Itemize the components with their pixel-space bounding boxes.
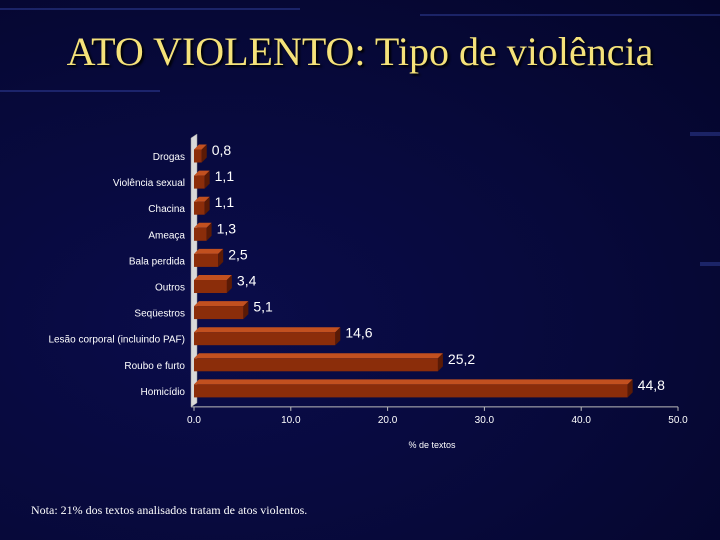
background-streak xyxy=(0,90,160,92)
bar-group: Ameaça 1,3 xyxy=(148,220,236,241)
bar-top-face xyxy=(194,170,210,176)
bar-group: Drogas 0,8 xyxy=(153,142,232,163)
bar xyxy=(194,201,205,215)
bar-end-face xyxy=(201,144,207,163)
bar xyxy=(194,227,207,241)
category-label: Homicídio xyxy=(141,387,186,398)
bar-group: Homicídio 44,8 xyxy=(141,377,666,398)
bar-end-face xyxy=(206,222,212,241)
value-label: 14,6 xyxy=(345,325,372,341)
value-label: 0,8 xyxy=(212,142,232,158)
category-label: Lesão corporal (incluindo PAF) xyxy=(48,335,185,346)
x-tick-label: 40.0 xyxy=(571,415,591,426)
value-label: 1,1 xyxy=(215,194,235,210)
value-label: 3,4 xyxy=(237,273,257,289)
bar-top-face xyxy=(194,275,232,280)
x-tick-label: 10.0 xyxy=(281,415,301,426)
bar-end-face xyxy=(243,301,249,320)
bar xyxy=(194,332,336,346)
bar xyxy=(194,306,244,320)
category-label: Violência sexual xyxy=(113,178,185,189)
bar-end-face xyxy=(204,170,210,189)
value-label: 44,8 xyxy=(638,377,665,393)
x-tick-label: 30.0 xyxy=(475,415,495,426)
bar-end-face xyxy=(627,379,633,398)
category-label: Outros xyxy=(155,283,185,294)
category-label: Roubo e furto xyxy=(124,361,185,372)
bar-end-face xyxy=(437,353,443,372)
bar-group: Outros 3,4 xyxy=(155,273,257,294)
bar-top-face xyxy=(194,353,443,359)
bar-top-face xyxy=(194,248,224,254)
bar-group: Roubo e furto 25,2 xyxy=(124,351,475,372)
category-label: Seqüestros xyxy=(134,309,185,320)
category-label: Drogas xyxy=(153,152,185,163)
background-streak xyxy=(690,132,720,136)
bar xyxy=(194,358,438,372)
bar-group: Violência sexual 1,1 xyxy=(113,168,234,189)
bar-top-face xyxy=(194,222,212,228)
bar-top-face xyxy=(194,301,249,307)
bar-end-face xyxy=(226,275,232,293)
bar xyxy=(194,280,227,293)
bar xyxy=(194,253,219,267)
category-label: Ameaça xyxy=(148,230,185,241)
bar xyxy=(194,384,628,398)
bar-group: Seqüestros 5,1 xyxy=(134,299,273,320)
background-streak xyxy=(700,262,720,266)
bar-end-face xyxy=(335,327,341,346)
bar-top-face xyxy=(194,327,341,333)
value-label: 1,3 xyxy=(217,220,237,236)
bar-end-face xyxy=(204,196,210,215)
bar-top-face xyxy=(194,144,207,150)
bar-group: Bala perdida 2,5 xyxy=(129,246,248,267)
bar-top-face xyxy=(194,379,633,385)
x-tick-label: 20.0 xyxy=(378,415,398,426)
footnote: Nota: 21% dos textos analisados tratam d… xyxy=(31,503,308,517)
bar-group: Chacina 1,1 xyxy=(148,194,234,215)
bar-group: Lesão corporal (incluindo PAF) 14,6 xyxy=(48,325,372,346)
x-axis-label: % de textos xyxy=(408,440,456,450)
x-tick-label: 0.0 xyxy=(187,415,201,426)
bars-layer: Drogas 0,8 Violência sexual 1,1 Chacina 1,1 Am… xyxy=(48,142,665,398)
value-label: 25,2 xyxy=(448,351,475,367)
category-label: Chacina xyxy=(148,204,185,215)
value-label: 1,1 xyxy=(215,168,235,184)
x-tick-label: 50.0 xyxy=(668,415,688,426)
bar xyxy=(194,175,205,189)
background-streak xyxy=(0,8,300,10)
slide-title: ATO VIOLENTO: Tipo de violência xyxy=(66,29,654,74)
bar-top-face xyxy=(194,196,210,202)
bar-end-face xyxy=(218,248,224,267)
value-label: 5,1 xyxy=(253,299,273,315)
category-label: Bala perdida xyxy=(129,256,186,267)
value-label: 2,5 xyxy=(228,246,248,262)
bar xyxy=(194,149,202,163)
background-streak xyxy=(420,14,720,16)
